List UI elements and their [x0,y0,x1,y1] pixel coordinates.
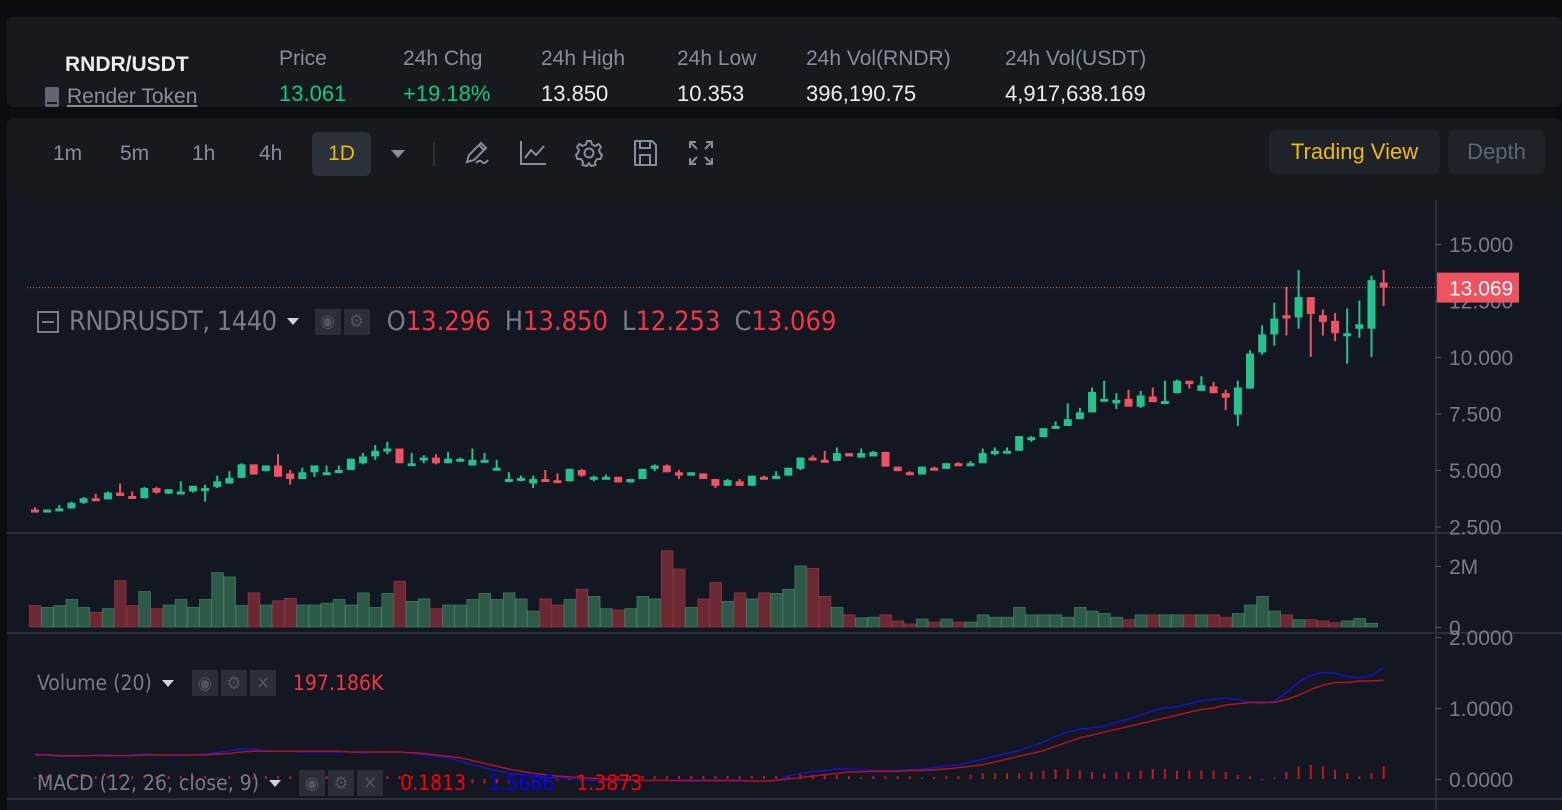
stat-value: 4,917,638.169 [1005,81,1146,106]
chevron-down-icon[interactable] [269,779,282,787]
stat-value: 13.850 [541,81,609,106]
stat-24h-vol-usdt: 24h Vol(USDT) 4,917,638.169 [1005,47,1146,107]
symbol-interval: RNDRUSDT, 1440 [69,306,277,337]
timeframe-1h[interactable]: 1h [192,142,216,165]
chart-toolbar: 1m 5m 1h 4h 1D Trading View Depth [7,118,1562,188]
eye-icon[interactable]: ◉ [314,308,341,335]
svg-text:2.0000: 2.0000 [1449,627,1513,650]
eye-icon[interactable]: ◉ [299,770,326,796]
settings-gear-icon[interactable] [574,138,604,168]
trading-view-button[interactable]: Trading View [1269,130,1440,174]
stat-value: 10.353 [677,81,745,106]
macd-legend: MACD (12, 26, close, 9) ◉ ⚙ ✕ 0.1813 1.5… [37,770,642,796]
timeframe-1d[interactable]: 1D [312,132,371,176]
stat-24h-high: 24h High 13.850 [541,47,625,107]
stat-label: 24h Vol(USDT) [1005,47,1147,70]
svg-text:0.0000: 0.0000 [1449,769,1513,792]
close-icon[interactable]: ✕ [357,770,384,796]
low-key: L [621,306,636,337]
svg-text:15.000: 15.000 [1449,234,1513,257]
more-timeframes-dropdown[interactable] [391,150,405,158]
open-key: O [386,306,406,337]
chevron-down-icon[interactable] [161,679,174,687]
timeframe-5m[interactable]: 5m [120,142,150,165]
volume-legend: Volume (20) ◉ ⚙ ✕ 197.186K [37,670,383,696]
svg-text:0: 0 [1449,617,1461,640]
book-icon [45,87,59,107]
indicator-chart-icon[interactable] [518,138,548,168]
volume-title: Volume (20) [37,671,152,695]
close-key: C [734,306,752,337]
low-value: 12.253 [635,306,721,337]
svg-text:10.000: 10.000 [1449,347,1513,370]
pair-name: RNDR/USDT [65,53,189,76]
svg-text:7.500: 7.500 [1449,404,1502,427]
macd-title: MACD (12, 26, close, 9) [37,771,260,795]
ticker-bar: RNDR/USDT Render Token Price 13.061 24h … [7,17,1562,109]
svg-text:2.500: 2.500 [1449,517,1502,540]
stat-label: 24h Chg [403,47,483,70]
stat-value: +19.18% [403,81,491,106]
svg-text:5.000: 5.000 [1449,460,1502,483]
macd-histogram-value: 0.1813 [400,771,467,795]
signal-line-value: 1.3873 [576,771,643,795]
svg-text:1.0000: 1.0000 [1449,698,1513,721]
toolbar-divider [433,142,435,166]
collapse-legend-icon[interactable] [37,310,59,333]
fullscreen-expand-icon[interactable] [686,138,716,168]
depth-button[interactable]: Depth [1448,130,1545,174]
svg-text:13.069: 13.069 [1449,278,1513,301]
stat-label: 24h High [541,47,626,70]
stat-label: 24h Vol(RNDR) [806,47,951,70]
chart-canvas-area[interactable]: 15.00012.50010.0007.5005.0002.5002M02.00… [7,200,1562,810]
close-icon[interactable]: ✕ [249,670,276,696]
timeframe-4h[interactable]: 4h [259,142,283,165]
stat-price: Price 13.061 [279,47,346,107]
macd-line-value: 1.5686 [488,771,555,795]
open-value: 13.296 [405,306,491,337]
svg-text:2M: 2M [1449,556,1478,579]
stat-24h-vol-rndr: 24h Vol(RNDR) 396,190.75 [806,47,951,107]
token-info-link[interactable]: Render Token [45,85,197,109]
draw-pencil-icon[interactable] [462,138,492,168]
stat-value: 13.061 [279,81,347,106]
high-value: 13.850 [522,306,608,337]
stat-value: 396,190.75 [806,81,917,106]
gear-icon[interactable]: ⚙ [328,770,355,796]
chevron-down-icon[interactable] [286,318,299,325]
candlestick-chart[interactable]: 15.00012.50010.0007.5005.0002.5002M02.00… [7,200,1562,810]
stat-label: 24h Low [677,47,757,70]
gear-icon[interactable]: ⚙ [343,308,370,335]
stat-24h-low: 24h Low 10.353 [677,47,756,107]
volume-value: 197.186K [292,671,384,695]
chart-panel: 1m 5m 1h 4h 1D Trading View Depth [7,118,1562,810]
gear-icon[interactable]: ⚙ [220,670,247,696]
token-name[interactable]: Render Token [67,85,198,108]
save-floppy-icon[interactable] [630,138,660,168]
main-series-legend: RNDRUSDT, 1440 ◉ ⚙ O 13.296 H 13.850 L 12.2… [37,306,836,337]
stat-label: Price [279,47,327,70]
eye-icon[interactable]: ◉ [191,670,218,696]
timeframe-1m[interactable]: 1m [53,142,83,165]
high-key: H [504,306,523,337]
close-value: 13.069 [751,306,837,337]
stat-24h-change: 24h Chg +19.18% [403,47,490,107]
